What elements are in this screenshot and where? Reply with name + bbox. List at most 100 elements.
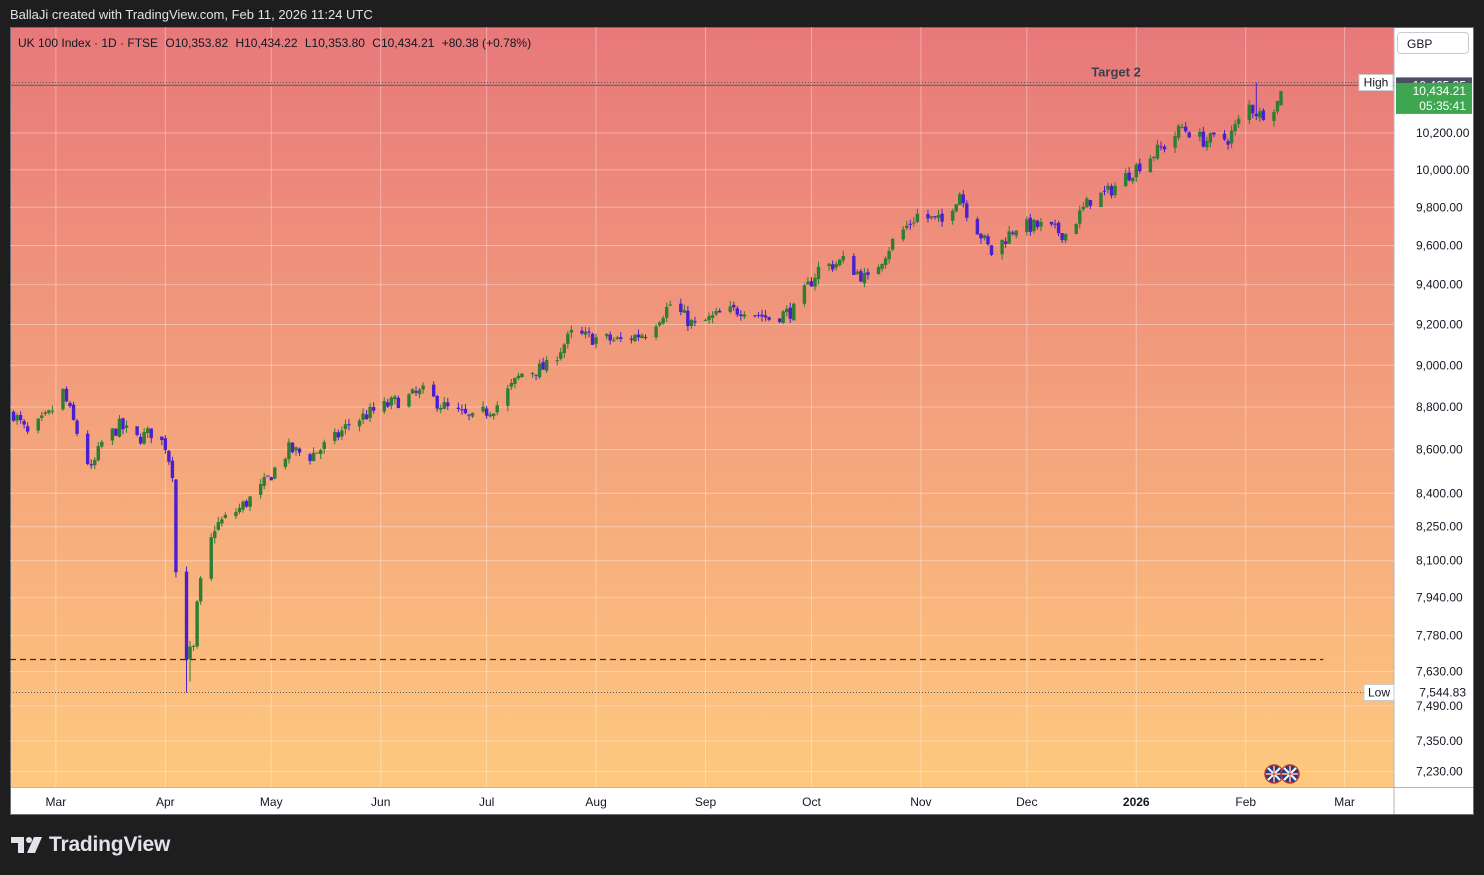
candle-body [862, 272, 867, 284]
candle-body [1000, 239, 1004, 255]
candle-body [287, 442, 291, 460]
candle-body [61, 388, 65, 410]
y-tick-label: 10,000.00 [1416, 163, 1470, 177]
candle-body [682, 310, 687, 313]
candle-body [488, 414, 492, 417]
candle-body [915, 213, 920, 222]
candle-body [806, 281, 810, 285]
candle-body [1226, 141, 1230, 145]
candle-body [756, 314, 761, 316]
candle-body [410, 389, 415, 394]
candle-body [1032, 219, 1036, 232]
candle-body [763, 315, 768, 318]
y-tick-label: 9,600.00 [1416, 239, 1463, 253]
candle-body [138, 436, 143, 444]
y-tick-label: 9,200.00 [1416, 317, 1463, 331]
low-tag-bg [1363, 683, 1395, 701]
candle-body [813, 277, 817, 287]
y-tick-label: 9,800.00 [1416, 200, 1463, 214]
candle-body [777, 318, 782, 323]
candle-body [1060, 233, 1064, 241]
legend-change: +80.38 (+0.78%) [441, 36, 532, 50]
candle-body [258, 484, 263, 495]
x-tick-label: Jun [371, 795, 390, 809]
candle-body [64, 388, 69, 402]
candle-body [1275, 100, 1280, 112]
candle-body [389, 397, 394, 406]
x-tick-label: Mar [46, 795, 67, 809]
candle-body [657, 322, 662, 326]
candle-body [184, 571, 189, 661]
candle-body [174, 479, 178, 573]
candle-body [414, 391, 418, 393]
currency-selector-button[interactable]: GBP [1397, 32, 1469, 54]
candle-body [816, 266, 821, 280]
candle-body [1028, 217, 1033, 232]
legend-symbol[interactable]: UK 100 Index · 1D · FTSE [18, 36, 159, 50]
candle-body [167, 450, 171, 462]
chart-frame[interactable]: 7,230.00 7,350.00 7,490.00 7,630.00 7,780.00… [10, 27, 1474, 815]
candle-body [283, 458, 288, 467]
candle-body [908, 223, 913, 225]
target-2-label[interactable]: Target 2 [1091, 64, 1141, 79]
candle-body [244, 500, 249, 507]
candle-body [216, 522, 221, 530]
candlestick-chart[interactable]: 7,230.00 7,350.00 7,490.00 7,630.00 7,780.00… [10, 27, 1474, 815]
candle-body [135, 426, 139, 435]
candle-body [513, 377, 517, 385]
candle-body [1063, 234, 1068, 241]
candle-body [1138, 163, 1142, 172]
candle-body [887, 250, 891, 260]
candle-body [781, 311, 785, 324]
candle-body [707, 316, 711, 321]
candle-body [1148, 158, 1153, 173]
candle-body [961, 194, 965, 204]
candle-body [788, 307, 792, 319]
candle-body [809, 281, 814, 287]
candle-body [958, 194, 962, 206]
candle-body [121, 418, 125, 430]
time-axis-background [10, 787, 1474, 815]
candle-body [640, 335, 644, 338]
candle-body [93, 459, 97, 466]
legend-close: C10,434.21 [372, 36, 435, 50]
candle-body [636, 334, 641, 338]
y-tick-label: 7,940.00 [1416, 591, 1463, 605]
legend-open: O10,353.82 [165, 36, 229, 50]
candle-body [340, 430, 344, 437]
y-tick-label: 8,100.00 [1416, 554, 1463, 568]
candle-body [901, 229, 905, 240]
candle-body [333, 431, 337, 441]
candle-body [785, 308, 789, 313]
low-price-label-bg [1396, 684, 1472, 701]
candle-body [22, 421, 26, 425]
last-price-tag-bg [1396, 82, 1472, 114]
candle-body [1251, 105, 1255, 114]
candle-body [689, 320, 694, 326]
candle-body [393, 396, 397, 400]
candle-body [619, 337, 623, 339]
uk-flag-icon[interactable] [1264, 764, 1300, 784]
candle-body [100, 441, 104, 447]
candle-body [710, 315, 715, 318]
candle-body [1109, 186, 1114, 196]
candle-body [1056, 222, 1061, 234]
candle-body [11, 411, 16, 421]
candle-body [269, 477, 273, 481]
candle-body [417, 389, 422, 395]
candle-body [608, 334, 612, 341]
chart-outline [10, 27, 1474, 815]
candle-body [463, 408, 468, 414]
candle-body [890, 238, 895, 250]
high-tag-bg [1358, 74, 1394, 92]
x-tick-label: Nov [910, 795, 931, 809]
candle-body [294, 447, 298, 451]
tradingview-logo[interactable]: TradingView [11, 833, 170, 857]
candle-body [1261, 110, 1266, 120]
x-tick-label: May [260, 795, 283, 809]
y-tick-label: 8,800.00 [1416, 400, 1463, 414]
candle-body [343, 424, 348, 429]
candle-body [460, 409, 464, 411]
candle-body [75, 420, 79, 434]
candle-body [421, 385, 425, 390]
